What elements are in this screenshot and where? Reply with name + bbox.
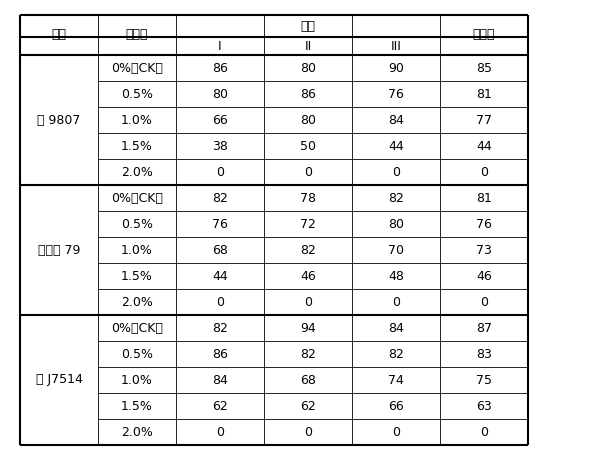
Text: 85: 85 bbox=[476, 62, 492, 75]
Text: 62: 62 bbox=[212, 400, 228, 413]
Text: 0: 0 bbox=[304, 296, 312, 308]
Text: 84: 84 bbox=[388, 113, 404, 126]
Text: 0%（CK）: 0%（CK） bbox=[111, 62, 163, 75]
Text: 38: 38 bbox=[212, 140, 228, 152]
Text: 68: 68 bbox=[212, 243, 228, 257]
Text: 中 J7514: 中 J7514 bbox=[35, 374, 83, 386]
Text: 75: 75 bbox=[476, 374, 492, 386]
Text: 0: 0 bbox=[392, 165, 400, 179]
Text: 0: 0 bbox=[304, 165, 312, 179]
Text: 0: 0 bbox=[216, 425, 224, 439]
Text: 0: 0 bbox=[480, 425, 488, 439]
Text: 0%（CK）: 0%（CK） bbox=[111, 321, 163, 335]
Text: II: II bbox=[304, 39, 312, 53]
Text: 0: 0 bbox=[480, 165, 488, 179]
Text: 78: 78 bbox=[300, 191, 316, 204]
Text: 62: 62 bbox=[300, 400, 316, 413]
Text: 48: 48 bbox=[388, 269, 404, 282]
Text: 盐浓度: 盐浓度 bbox=[126, 29, 148, 41]
Text: 83: 83 bbox=[476, 347, 492, 360]
Text: 66: 66 bbox=[212, 113, 228, 126]
Text: 44: 44 bbox=[212, 269, 228, 282]
Text: 重复: 重复 bbox=[300, 19, 316, 32]
Text: 0: 0 bbox=[216, 296, 224, 308]
Text: 80: 80 bbox=[300, 62, 316, 75]
Text: 74: 74 bbox=[388, 374, 404, 386]
Text: 84: 84 bbox=[212, 374, 228, 386]
Text: 66: 66 bbox=[388, 400, 404, 413]
Text: 80: 80 bbox=[212, 87, 228, 101]
Text: 86: 86 bbox=[212, 62, 228, 75]
Text: 82: 82 bbox=[212, 321, 228, 335]
Text: 76: 76 bbox=[212, 218, 228, 230]
Text: 中 9807: 中 9807 bbox=[37, 113, 81, 126]
Text: 90: 90 bbox=[388, 62, 404, 75]
Text: 1.0%: 1.0% bbox=[121, 374, 153, 386]
Text: 2.0%: 2.0% bbox=[121, 296, 153, 308]
Text: 86: 86 bbox=[212, 347, 228, 360]
Text: 1.5%: 1.5% bbox=[121, 269, 153, 282]
Text: 80: 80 bbox=[300, 113, 316, 126]
Text: 中棉所 79: 中棉所 79 bbox=[38, 243, 80, 257]
Text: 70: 70 bbox=[388, 243, 404, 257]
Text: 87: 87 bbox=[476, 321, 492, 335]
Text: 1.5%: 1.5% bbox=[121, 400, 153, 413]
Text: 50: 50 bbox=[300, 140, 316, 152]
Text: 86: 86 bbox=[300, 87, 316, 101]
Text: 0.5%: 0.5% bbox=[121, 87, 153, 101]
Text: 44: 44 bbox=[476, 140, 492, 152]
Text: 1.5%: 1.5% bbox=[121, 140, 153, 152]
Text: 0: 0 bbox=[480, 296, 488, 308]
Text: 72: 72 bbox=[300, 218, 316, 230]
Text: 63: 63 bbox=[476, 400, 492, 413]
Text: 2.0%: 2.0% bbox=[121, 165, 153, 179]
Text: 77: 77 bbox=[476, 113, 492, 126]
Text: 81: 81 bbox=[476, 191, 492, 204]
Text: 0%（CK）: 0%（CK） bbox=[111, 191, 163, 204]
Text: 82: 82 bbox=[388, 347, 404, 360]
Text: 平均値: 平均値 bbox=[473, 29, 495, 41]
Text: 82: 82 bbox=[212, 191, 228, 204]
Text: 73: 73 bbox=[476, 243, 492, 257]
Text: 84: 84 bbox=[388, 321, 404, 335]
Text: 2.0%: 2.0% bbox=[121, 425, 153, 439]
Text: 82: 82 bbox=[300, 347, 316, 360]
Text: 0: 0 bbox=[216, 165, 224, 179]
Text: 46: 46 bbox=[300, 269, 316, 282]
Text: 46: 46 bbox=[476, 269, 492, 282]
Text: 0.5%: 0.5% bbox=[121, 347, 153, 360]
Text: 82: 82 bbox=[388, 191, 404, 204]
Text: 81: 81 bbox=[476, 87, 492, 101]
Text: 44: 44 bbox=[388, 140, 404, 152]
Text: 0: 0 bbox=[304, 425, 312, 439]
Text: 80: 80 bbox=[388, 218, 404, 230]
Text: 76: 76 bbox=[388, 87, 404, 101]
Text: I: I bbox=[218, 39, 222, 53]
Text: 品种: 品种 bbox=[51, 29, 67, 41]
Text: 0.5%: 0.5% bbox=[121, 218, 153, 230]
Text: 68: 68 bbox=[300, 374, 316, 386]
Text: 94: 94 bbox=[300, 321, 316, 335]
Text: 76: 76 bbox=[476, 218, 492, 230]
Text: 1.0%: 1.0% bbox=[121, 113, 153, 126]
Text: 0: 0 bbox=[392, 425, 400, 439]
Text: 82: 82 bbox=[300, 243, 316, 257]
Text: 1.0%: 1.0% bbox=[121, 243, 153, 257]
Text: 0: 0 bbox=[392, 296, 400, 308]
Text: III: III bbox=[391, 39, 401, 53]
